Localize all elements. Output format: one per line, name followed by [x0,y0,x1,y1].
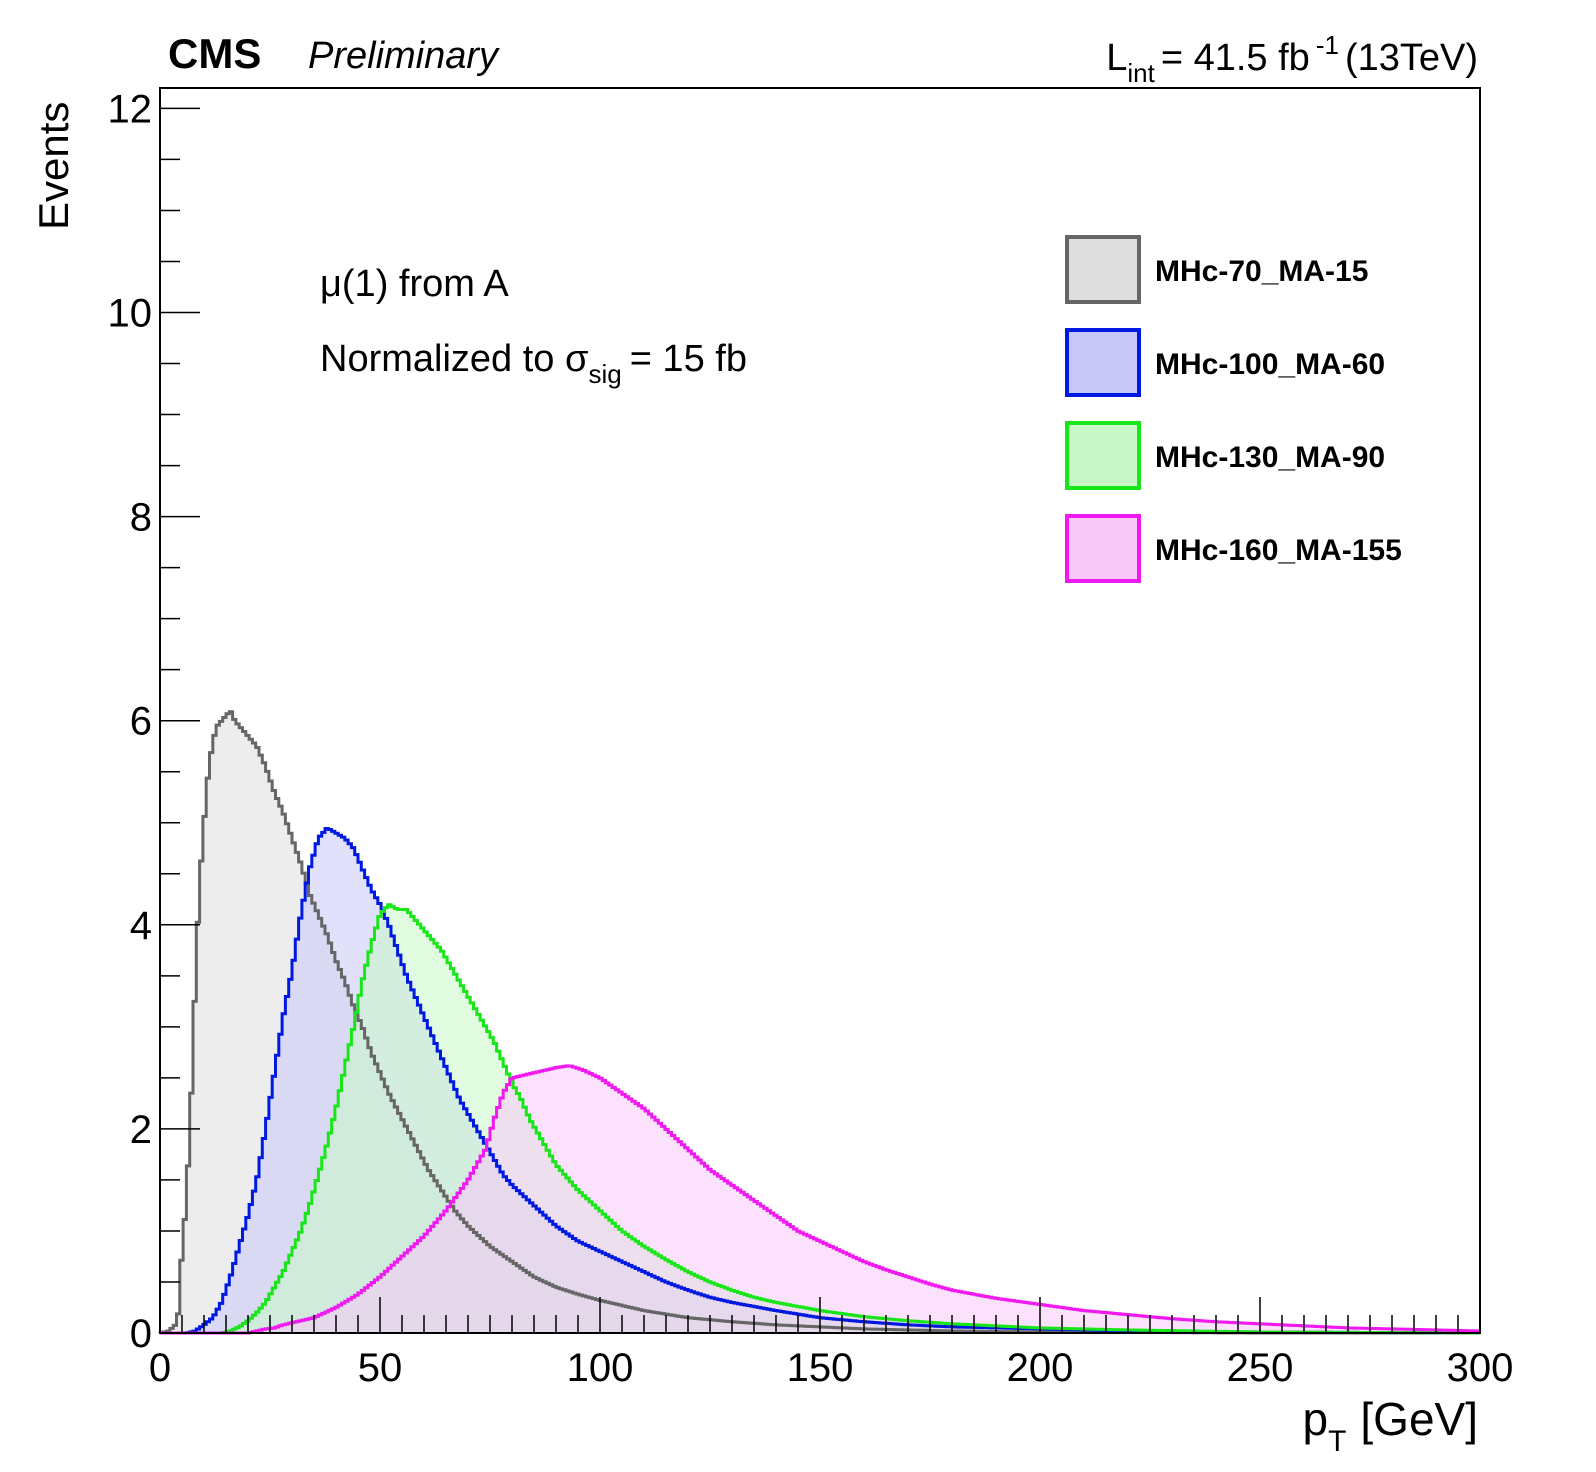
series-line-3 [160,1064,1480,1335]
x-tick-label: 100 [567,1346,634,1390]
y-tick-label: 0 [130,1312,152,1356]
x-axis-ticks: 0 50 100 150 200 250 300 [149,1297,1514,1390]
x-tick-label: 200 [1007,1346,1074,1390]
legend-swatch [1065,328,1141,397]
y-tick-label: 4 [130,904,152,948]
preliminary-label: Preliminary [308,35,500,77]
legend-label: MHc-130_MA-90 [1155,441,1385,474]
y-axis-title: Events [30,102,77,230]
y-tick-label: 2 [130,1108,152,1152]
y-tick-label: 12 [108,87,153,131]
legend-label: MHc-160_MA-155 [1155,534,1402,567]
x-tick-label: 250 [1227,1346,1294,1390]
y-axis-ticks: 0 2 4 6 8 10 12 [108,87,200,1356]
x-tick-label: 50 [358,1346,403,1390]
x-tick-label: 150 [787,1346,854,1390]
normalization-annotation: Normalized to σsig = 15 fb [320,338,747,389]
x-tick-label: 0 [149,1346,171,1390]
x-tick-label: 300 [1447,1346,1514,1390]
legend-swatch [1065,421,1141,490]
legend-swatch [1065,235,1141,304]
legend-label: MHc-70_MA-15 [1155,255,1368,288]
y-tick-label: 10 [108,292,153,336]
y-tick-label: 8 [130,496,152,540]
legend-label: MHc-100_MA-60 [1155,348,1385,381]
legend-swatch [1065,514,1141,583]
legend: MHc-70_MA-15 MHc-100_MA-60 MHc-130_MA-90 MH… [1065,235,1402,583]
muon-origin-annotation: μ(1) from A [320,263,509,305]
y-tick-label: 6 [130,700,152,744]
cms-label: CMS [168,30,261,77]
luminosity-label: Lint = 41.5 fb -1 (13TeV) [1106,30,1478,88]
x-axis-title: pT [GeV] [1302,1393,1478,1458]
